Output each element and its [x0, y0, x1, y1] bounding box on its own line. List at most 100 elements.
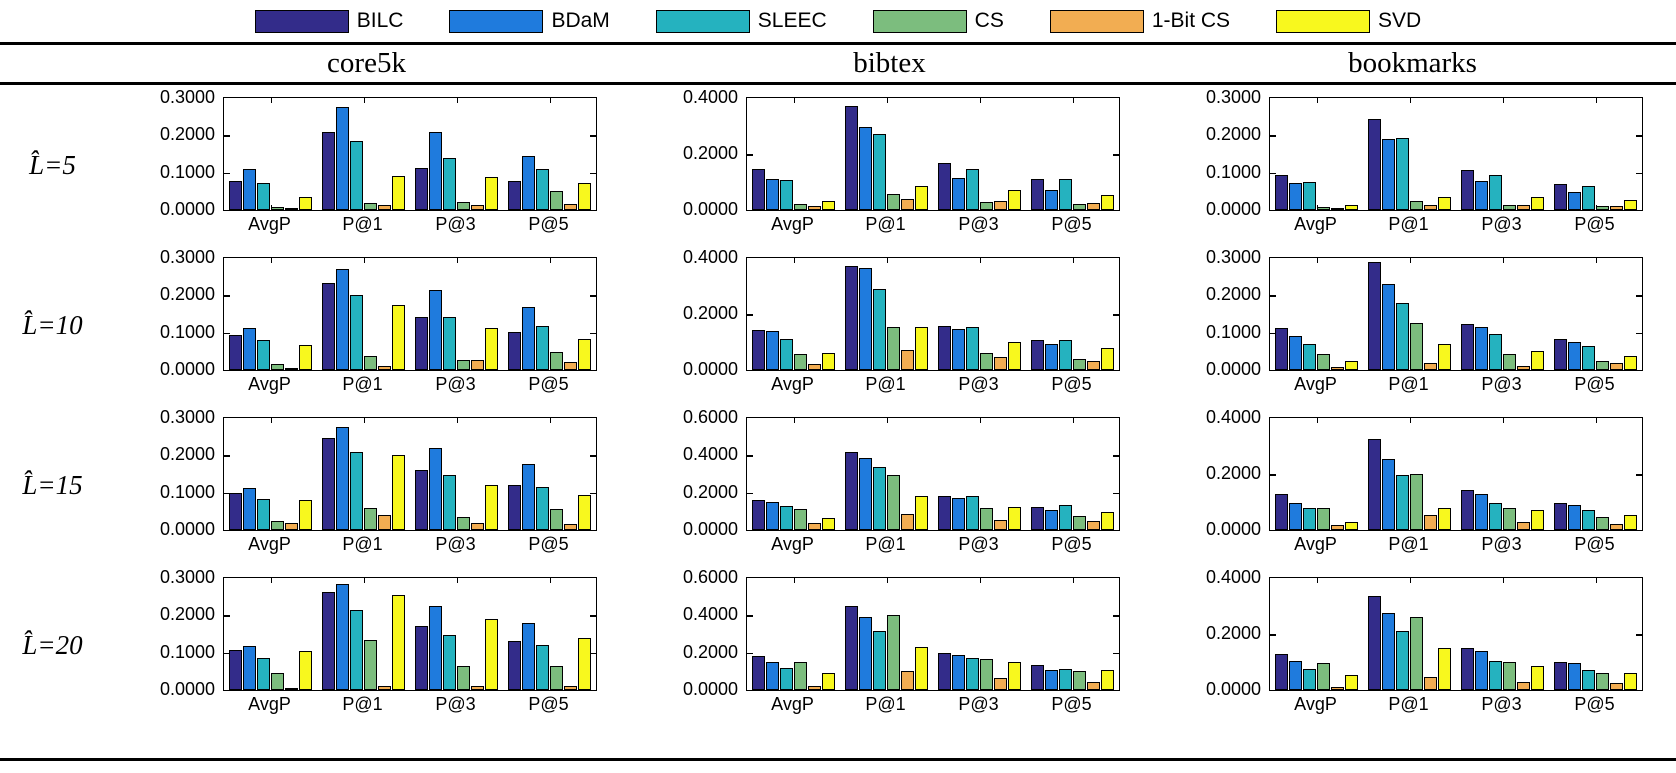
bar-1-bit-cs: [994, 201, 1007, 210]
legend-item-bdam: BDaM: [449, 9, 610, 33]
y-tick-label: 0.0000: [159, 199, 215, 219]
x-tick-mark: [1595, 205, 1597, 210]
bar-bilc: [1275, 327, 1288, 370]
x-tick-mark: [1502, 525, 1504, 530]
bar-1-bit-cs: [471, 359, 484, 370]
y-axis: 0.0000 0.2000 0.4000: [628, 247, 746, 379]
bar-1-bit-cs: [1331, 686, 1344, 690]
bar-bilc: [1554, 662, 1567, 690]
bar-svd: [1101, 348, 1114, 370]
y-axis: 0.0000 0.1000 0.2000 0.3000: [105, 407, 223, 539]
bar-group-p1: [840, 258, 933, 370]
bar-cs: [1503, 354, 1516, 370]
x-tick-mark: [1502, 578, 1504, 583]
bar-sleec: [257, 182, 270, 210]
x-tick-mark: [1072, 418, 1074, 423]
x-tick-label: P@1: [1388, 534, 1429, 554]
bar-sleec: [536, 645, 549, 690]
bar-group-p5: [1026, 258, 1119, 370]
x-tick-mark: [886, 685, 888, 690]
bar-1-bit-cs: [1517, 522, 1530, 530]
x-tick-mark: [456, 98, 458, 103]
x-tick-label: P@5: [1574, 374, 1615, 394]
y-tick-mark: [1113, 314, 1119, 316]
x-tick-mark: [979, 365, 981, 370]
y-tick-mark: [590, 332, 596, 335]
bar-1-bit-cs: [471, 685, 484, 690]
bar-bdam: [766, 501, 779, 530]
bar-svd: [299, 196, 312, 210]
x-tick-label: P@5: [1051, 694, 1092, 714]
y-tick-label: 0.0000: [682, 199, 738, 219]
column-header-band: core5k bibtex bookmarks: [0, 42, 1676, 85]
bar-sleec: [257, 657, 270, 690]
x-tick-label: AvgP: [1294, 374, 1337, 394]
bar-svd: [578, 637, 591, 690]
x-tick-label: P@1: [342, 694, 383, 714]
bar-sleec: [350, 609, 363, 690]
x-tick-mark: [979, 685, 981, 690]
chart-cell-core5k-row3: 0.0000 0.1000 0.2000 0.3000 AvgP P@1 P@3 P@5: [105, 405, 628, 565]
bar-bdam: [522, 155, 535, 210]
bar-bilc: [229, 334, 242, 370]
plot-area: [1269, 97, 1643, 211]
x-tick-mark: [1409, 205, 1411, 210]
bar-cs: [1073, 358, 1086, 370]
bar-group-p1: [317, 258, 410, 370]
bar-cs: [980, 508, 993, 530]
bar-sleec: [443, 157, 456, 210]
bar-group-avgp: [224, 578, 317, 690]
x-tick-mark: [1072, 98, 1074, 103]
bar-bilc: [1275, 653, 1288, 690]
y-tick-label: 0.2000: [159, 284, 215, 305]
x-tick-label: AvgP: [248, 214, 291, 234]
x-tick-mark: [979, 98, 981, 103]
bar-1-bit-cs: [1331, 208, 1344, 210]
bar-svd: [915, 646, 928, 690]
bar-bdam: [1475, 327, 1488, 370]
x-tick-mark: [1316, 365, 1318, 370]
y-tick-label: 0.4000: [682, 87, 738, 107]
x-tick-mark: [549, 578, 551, 583]
chart-grid: L̂=5 0.0000 0.1000 0.2000 0.3000 AvgP P@1 P@3 P@…: [0, 85, 1676, 725]
bar-group-p1: [840, 98, 933, 210]
x-tick-label: P@3: [1481, 534, 1522, 554]
bar-1-bit-cs: [901, 514, 914, 530]
chart-bookmarks-2: 0.0000 0.1000 0.2000 0.3000 AvgP P@1 P@3 P@5: [1151, 247, 1674, 395]
bar-group-avgp: [1270, 258, 1363, 370]
bar-group-p5: [1549, 418, 1642, 530]
bar-cs: [887, 474, 900, 530]
bar-1-bit-cs: [1610, 524, 1623, 530]
bar-bdam: [429, 290, 442, 370]
chart-core5k-4: 0.0000 0.1000 0.2000 0.3000 AvgP P@1 P@3 P@5: [105, 567, 628, 715]
bar-svd: [485, 485, 498, 530]
x-axis-labels: AvgP P@1 P@3 P@5: [223, 211, 595, 235]
x-tick-mark: [549, 365, 551, 370]
bar-bilc: [845, 451, 858, 530]
x-tick-mark: [793, 205, 795, 210]
x-tick-mark: [270, 525, 272, 530]
bar-sleec: [873, 467, 886, 530]
x-tick-mark: [270, 578, 272, 583]
bar-cs: [550, 352, 563, 370]
bar-sleec: [1489, 333, 1502, 370]
y-tick-mark: [590, 615, 596, 617]
bar-sleec: [966, 327, 979, 370]
y-tick-label: 0.2000: [159, 124, 215, 145]
x-tick-label: AvgP: [771, 214, 814, 234]
bar-bilc: [938, 162, 951, 210]
bar-svd: [578, 339, 591, 370]
bar-cs: [1596, 673, 1609, 690]
bar-cs: [550, 508, 563, 530]
bar-group-p5: [1549, 258, 1642, 370]
legend-label: SVD: [1378, 9, 1422, 32]
x-tick-label: P@3: [1481, 214, 1522, 234]
y-tick-mark: [747, 615, 753, 617]
plot-area: [223, 577, 597, 691]
chart-cell-bookmarks-row2: 0.0000 0.1000 0.2000 0.3000 AvgP P@1 P@3 P@5: [1151, 245, 1674, 405]
bar-svd: [1531, 666, 1544, 690]
y-tick-label: 0.0000: [159, 519, 215, 539]
y-tick-label: 0.6000: [682, 567, 738, 587]
chart-cell-bookmarks-row4: 0.0000 0.2000 0.4000 AvgP P@1 P@3 P@5: [1151, 565, 1674, 725]
bar-group-p3: [1456, 578, 1549, 690]
